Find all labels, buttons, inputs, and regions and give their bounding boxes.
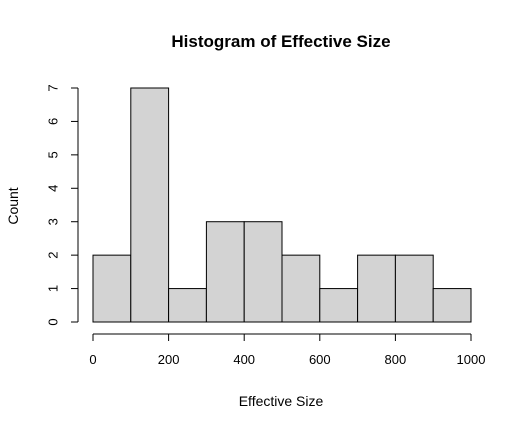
- histogram-bar-7: [357, 254, 396, 323]
- histogram-bar-8: [394, 254, 434, 323]
- chart-title: Histogram of Effective Size: [171, 32, 390, 51]
- y-axis: 0 1 2 3 4 5 6 7: [46, 84, 79, 326]
- x-axis-label: Effective Size: [239, 393, 324, 409]
- histogram-bar-6: [319, 288, 359, 323]
- x-tick-label-200: 200: [158, 352, 180, 367]
- histogram-bar-9: [432, 288, 472, 323]
- x-tick-label-1000: 1000: [457, 352, 486, 367]
- y-tick-label-1: 1: [46, 285, 61, 292]
- y-tick-label-7: 7: [46, 84, 61, 91]
- x-tick-label-400: 400: [233, 352, 255, 367]
- y-tick-label-5: 5: [46, 151, 61, 158]
- histogram-bar-0: [92, 254, 132, 323]
- x-axis: 0 200 400 600 800 1000: [89, 333, 486, 367]
- bars-group: [92, 87, 472, 323]
- x-tick-label-600: 600: [309, 352, 331, 367]
- histogram-bar-3: [205, 221, 245, 323]
- y-tick-label-2: 2: [46, 252, 61, 259]
- x-tick-label-800: 800: [385, 352, 407, 367]
- y-tick-label-0: 0: [46, 318, 61, 325]
- y-axis-label: Count: [5, 187, 21, 224]
- histogram-bar-5: [281, 254, 321, 323]
- x-tick-label-0: 0: [89, 352, 96, 367]
- histogram-bar-2: [168, 288, 207, 323]
- histogram-bar-1: [130, 87, 170, 323]
- y-tick-label-4: 4: [46, 185, 61, 192]
- y-tick-label-6: 6: [46, 118, 61, 125]
- histogram-bar-4: [243, 221, 283, 323]
- y-tick-label-3: 3: [46, 218, 61, 225]
